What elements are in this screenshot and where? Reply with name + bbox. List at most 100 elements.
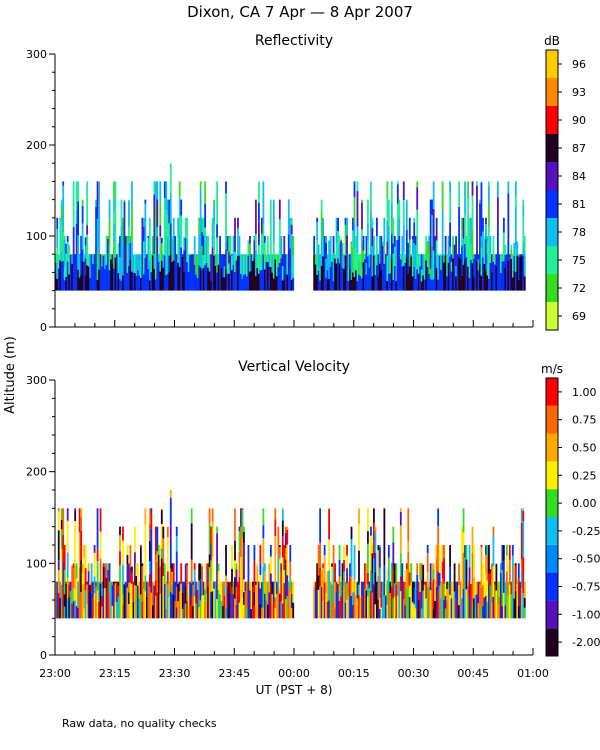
data-column-segment: [480, 275, 483, 291]
data-column-segment: [346, 568, 348, 584]
data-column-segment: [522, 255, 525, 291]
x-axis-label: UT (PST + 8): [256, 683, 333, 697]
panel-title: Reflectivity: [255, 33, 333, 49]
data-column-segment: [507, 227, 510, 261]
data-column-segment: [502, 217, 505, 233]
data-column-segment: [498, 581, 501, 597]
data-column-segment: [66, 236, 69, 242]
data-column-segment: [74, 549, 77, 566]
data-column-segment: [181, 582, 184, 593]
data-column-segment: [492, 535, 495, 567]
data-column-segment: [431, 199, 434, 215]
data-column-segment: [111, 605, 114, 619]
data-column-segment: [523, 253, 526, 277]
data-column-segment: [431, 280, 434, 291]
data-column-segment: [116, 602, 118, 619]
data-column-segment: [225, 269, 227, 291]
data-column-segment: [284, 559, 287, 585]
data-column-segment: [325, 277, 328, 291]
data-column-segment: [502, 592, 505, 619]
data-column-segment: [213, 199, 215, 205]
data-column-segment: [522, 521, 525, 558]
data-column-segment: [386, 281, 389, 291]
data-column-segment: [413, 587, 416, 605]
data-column-segment: [246, 254, 248, 255]
data-column-segment: [461, 254, 463, 276]
data-column-segment: [364, 589, 366, 619]
data-column-segment: [395, 281, 398, 291]
data-column-segment: [284, 274, 287, 291]
data-column-segment: [156, 181, 159, 200]
data-column-segment: [520, 571, 523, 589]
data-column-segment: [402, 265, 405, 291]
data-column-segment: [420, 255, 423, 270]
data-column-segment: [387, 225, 390, 239]
data-column-segment: [501, 569, 504, 607]
data-column-segment: [269, 227, 272, 256]
data-column-segment: [450, 598, 453, 619]
colorbar-frame: [545, 49, 559, 331]
data-column-segment: [241, 254, 244, 279]
data-column-segment: [274, 608, 277, 619]
data-column-segment: [272, 199, 275, 201]
data-column-segment: [328, 278, 330, 291]
data-column-segment: [505, 545, 508, 556]
data-column-segment: [253, 257, 256, 291]
data-column-segment: [268, 266, 271, 281]
data-column-segment: [471, 578, 474, 605]
data-column-segment: [326, 571, 329, 591]
data-column-segment: [350, 526, 353, 540]
data-column-segment: [485, 595, 487, 619]
data-column-segment: [240, 254, 242, 274]
data-column-segment: [225, 575, 227, 608]
data-column-segment: [479, 581, 481, 584]
data-column-segment: [135, 563, 138, 576]
data-column-segment: [57, 511, 60, 531]
data-column-segment: [240, 273, 242, 291]
data-column-segment: [316, 274, 319, 291]
data-column-segment: [98, 181, 100, 203]
data-column-segment: [420, 563, 423, 581]
data-column-segment: [57, 508, 60, 512]
data-column-segment: [386, 604, 389, 619]
data-column-segment: [399, 591, 402, 619]
data-column-segment: [334, 254, 336, 259]
data-column-segment: [517, 254, 520, 257]
data-column-segment: [316, 588, 319, 619]
data-column-segment: [214, 254, 217, 267]
data-column-segment: [352, 230, 354, 249]
data-column-segment: [432, 279, 435, 291]
data-column-segment: [128, 199, 130, 202]
data-column-segment: [181, 608, 184, 619]
data-column-segment: [241, 508, 244, 510]
data-column-segment: [520, 508, 523, 524]
data-column-segment: [110, 581, 112, 596]
data-column-segment: [290, 224, 293, 235]
data-column-segment: [95, 581, 97, 587]
data-column-segment: [83, 254, 86, 262]
data-column-segment: [96, 590, 99, 619]
data-column-segment: [361, 229, 363, 243]
data-column-segment: [222, 254, 224, 277]
data-column-segment: [383, 555, 386, 566]
x-tick-label: 23:30: [159, 667, 191, 680]
data-column-segment: [461, 526, 463, 538]
data-column-segment: [247, 604, 250, 619]
data-column-segment: [63, 606, 66, 619]
data-column-segment: [437, 559, 440, 572]
data-column-segment: [272, 200, 275, 227]
data-column-segment: [190, 559, 193, 584]
data-column-segment: [235, 563, 238, 570]
data-column-segment: [128, 226, 130, 236]
data-column-segment: [398, 255, 401, 282]
data-column-segment: [102, 254, 105, 256]
data-column-segment: [128, 592, 130, 605]
data-column-segment: [252, 581, 254, 587]
data-column-segment: [131, 204, 133, 241]
data-column-segment: [145, 596, 148, 619]
data-column-segment: [87, 591, 90, 619]
data-column-segment: [135, 254, 138, 262]
data-column-segment: [226, 250, 229, 274]
data-column-segment: [139, 546, 142, 563]
